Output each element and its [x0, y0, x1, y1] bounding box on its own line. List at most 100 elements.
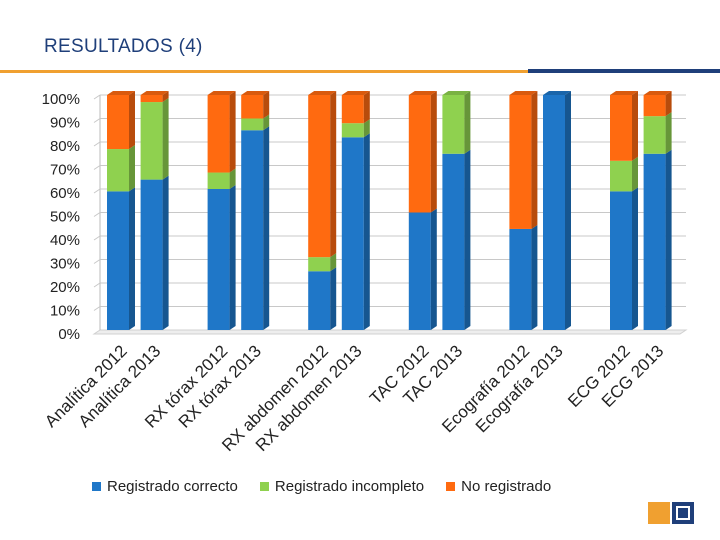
bar-no_registrado [509, 95, 532, 229]
bar-side-no_registrado [330, 91, 337, 258]
bar-incompleto [442, 95, 465, 154]
bar-side-correcto [531, 224, 538, 330]
bar-side-no_registrado [665, 91, 672, 117]
bar-side-correcto [330, 267, 337, 330]
bar-correcto [241, 130, 264, 330]
bar-top [308, 91, 337, 95]
bar-no_registrado [241, 95, 264, 119]
bar-top [341, 91, 370, 95]
bar-correcto [643, 153, 666, 330]
bar-side-no_registrado [430, 91, 437, 213]
gridline-side [93, 306, 101, 311]
slide-title: RESULTADOS (4) [44, 36, 203, 57]
legend-swatch-correcto [92, 482, 101, 491]
bar-no_registrado [140, 95, 163, 103]
bar-incompleto [610, 160, 632, 192]
legend-label-correcto: Registrado correcto [107, 478, 238, 495]
bar-side-no_registrado [229, 91, 236, 173]
bar-side-incompleto [363, 119, 370, 138]
bar-side-incompleto [129, 145, 135, 192]
bar-incompleto [207, 172, 230, 189]
bar-side-incompleto [665, 112, 672, 154]
chart-canvas: 0%10%20%30%40%50%60%70%80%90%100%Analíti… [41, 91, 688, 455]
y-tick-label: 90% [50, 115, 80, 132]
logo-orange-square [648, 502, 670, 524]
bar-top [107, 91, 135, 95]
bar-side-incompleto [330, 253, 337, 272]
y-tick-label: 0% [58, 326, 80, 343]
legend-item-incompleto: Registrado incompleto [259, 478, 425, 495]
legend-swatch-no-registrado [446, 482, 456, 491]
bar-side-correcto [162, 175, 169, 330]
bar-top [509, 91, 538, 95]
chart-floor [92, 329, 688, 335]
bar-top [408, 91, 437, 95]
legend-swatch-incompleto [259, 482, 269, 491]
bar-side-incompleto [162, 98, 169, 180]
y-tick-label: 50% [50, 209, 80, 226]
bar-incompleto [107, 149, 129, 192]
legend-label-incompleto: Registrado incompleto [274, 478, 425, 495]
bar-correcto [509, 228, 532, 330]
title-divider-orange [0, 70, 528, 73]
bar-no_registrado [341, 95, 364, 124]
bar-side-no_registrado [162, 91, 169, 103]
y-tick-label: 70% [50, 162, 80, 179]
bar-side-no_registrado [632, 91, 638, 161]
bar-correcto [408, 212, 431, 330]
bar-side-correcto [632, 187, 638, 330]
bar-top [140, 91, 169, 95]
y-tick-label: 100% [42, 91, 80, 108]
gridline-side [93, 94, 101, 100]
bar-side-incompleto [464, 91, 471, 154]
legend-item-correcto: Registrado correcto [92, 478, 238, 495]
gridline-side [93, 282, 101, 288]
title-divider-blue [528, 69, 720, 73]
bar-top [207, 91, 236, 95]
bar-correcto [543, 95, 565, 330]
bar-correcto [442, 153, 465, 330]
bar-side-incompleto [632, 156, 638, 192]
bar-no_registrado [610, 95, 632, 161]
bar-no_registrado [643, 95, 666, 117]
gridline-side [93, 259, 101, 264]
bar-side-no_registrado [263, 91, 270, 119]
y-tick-label: 60% [50, 185, 80, 202]
y-tick-label: 80% [50, 138, 80, 155]
legend-label-no-registrado: No registrado [461, 478, 552, 495]
y-tick-label: 40% [50, 232, 80, 249]
gridline-side [93, 235, 101, 241]
gridline-side [93, 118, 101, 123]
bar-top [241, 91, 270, 95]
bar-correcto [140, 179, 163, 330]
bar-no_registrado [207, 95, 230, 173]
y-tick-label: 10% [50, 303, 80, 320]
y-tick-label: 30% [50, 256, 80, 273]
bar-side-correcto [464, 149, 471, 330]
bar-no_registrado [107, 95, 129, 150]
gridline-side [93, 212, 101, 217]
bar-top [643, 91, 672, 95]
bar-side-correcto [363, 133, 370, 330]
bar-side-correcto [129, 187, 135, 330]
gridline-side [93, 188, 101, 194]
logo-outline-square [676, 506, 690, 520]
bar-correcto [207, 189, 230, 330]
bar-correcto [341, 137, 364, 330]
legend-item-no-registrado: No registrado [446, 478, 551, 495]
bar-top [610, 91, 638, 95]
bar-side-correcto [665, 149, 672, 330]
gridline-side [93, 141, 101, 147]
bar-side-no_registrado [531, 91, 538, 229]
y-tick-label: 20% [50, 279, 80, 296]
bar-incompleto [643, 116, 666, 154]
bar-top [442, 91, 471, 95]
bar-side-incompleto [263, 114, 270, 131]
bar-side-no_registrado [363, 91, 370, 124]
bar-top [543, 91, 571, 95]
stacked-bar-chart: 0% 10% 20% 30% 40% 50% 60% 70% 80% 90% 100% Analíti… [0, 80, 720, 475]
bar-incompleto [140, 102, 163, 180]
bar-incompleto [341, 123, 364, 138]
bar-incompleto [308, 257, 331, 272]
brand-logo [648, 502, 694, 524]
